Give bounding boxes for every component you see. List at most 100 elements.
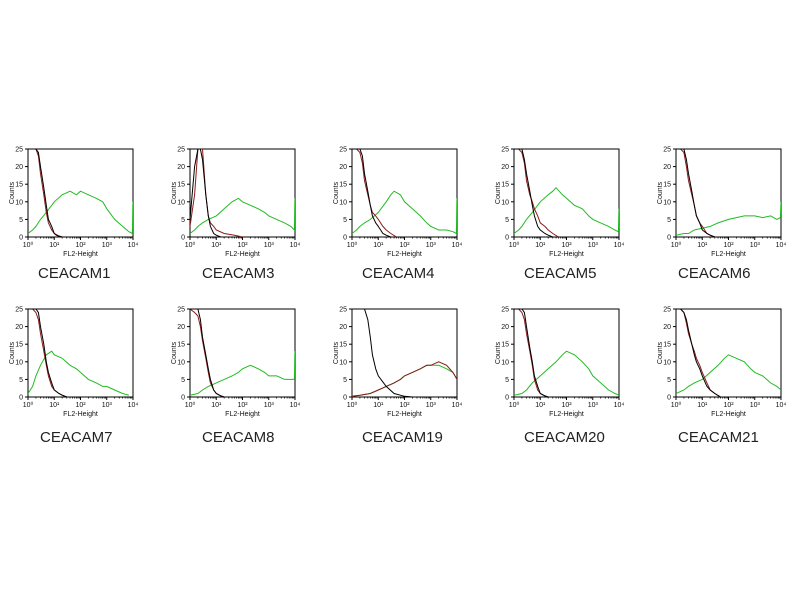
histogram-panel: 0 5 10 15 20 25 10⁰ 10¹ 10² 10³ 10⁴ Counts FL2-Heigh… bbox=[656, 145, 800, 295]
histogram-series-isotype bbox=[676, 149, 715, 237]
x-tick-label: 10⁰ bbox=[671, 241, 682, 249]
y-tick-label: 0 bbox=[505, 235, 509, 242]
x-tick-label: 10⁴ bbox=[290, 402, 301, 409]
y-tick-label: 20 bbox=[177, 324, 185, 331]
histogram-series-control bbox=[28, 149, 63, 237]
histogram-chart: 0 5 10 15 20 25 10⁰ 10¹ 10² 10³ 10⁴ Counts FL2-Heigh… bbox=[495, 307, 624, 419]
y-tick-label: 0 bbox=[505, 395, 509, 402]
y-tick-label: 10 bbox=[177, 199, 185, 206]
x-tick-label: 10⁴ bbox=[290, 242, 301, 249]
x-tick-label: 10² bbox=[75, 402, 86, 409]
histogram-series-antibody bbox=[514, 350, 619, 396]
x-tick-label: 10³ bbox=[750, 402, 761, 409]
x-tick-label: 10⁴ bbox=[128, 242, 139, 249]
panel-title: CEACAM8 bbox=[202, 429, 275, 446]
y-tick-label: 10 bbox=[501, 199, 509, 206]
histogram-panel: 0 5 10 15 20 25 10⁰ 10¹ 10² 10³ 10⁴ Counts FL2-Heigh… bbox=[332, 145, 484, 295]
y-tick-label: 5 bbox=[181, 217, 185, 224]
x-tick-label: 10² bbox=[237, 242, 248, 249]
histogram-chart: 0 5 10 15 20 25 10⁰ 10¹ 10² 10³ 10⁴ Counts FL2-Heigh… bbox=[657, 147, 786, 259]
y-tick-label: 15 bbox=[663, 342, 671, 349]
y-tick-label: 0 bbox=[667, 395, 671, 402]
panel-title: CEACAM4 bbox=[362, 265, 435, 282]
y-tick-label: 25 bbox=[501, 147, 509, 154]
y-tick-label: 20 bbox=[15, 324, 23, 331]
y-tick-label: 20 bbox=[501, 324, 509, 331]
y-tick-label: 25 bbox=[177, 307, 185, 314]
x-tick-label: 10¹ bbox=[535, 242, 546, 249]
y-tick-label: 0 bbox=[343, 395, 347, 402]
y-axis-label: Counts bbox=[9, 341, 16, 364]
y-tick-label: 10 bbox=[15, 359, 23, 366]
histogram-series-isotype bbox=[28, 149, 63, 237]
y-tick-label: 10 bbox=[339, 359, 347, 366]
histogram-series-control bbox=[676, 149, 715, 237]
histogram-chart: 0 5 10 15 20 25 10⁰ 10¹ 10² 10³ 10⁴ Counts FL2-Heigh… bbox=[171, 307, 301, 419]
x-tick-label: 10⁴ bbox=[128, 402, 139, 409]
y-tick-label: 20 bbox=[663, 324, 671, 331]
y-tick-label: 15 bbox=[339, 342, 347, 349]
x-tick-label: 10² bbox=[723, 242, 734, 249]
y-tick-label: 20 bbox=[15, 164, 23, 171]
x-axis-label: FL2-Height bbox=[549, 411, 584, 418]
histogram-series-antibody bbox=[352, 364, 457, 397]
histogram-series-control bbox=[190, 309, 225, 397]
histogram-panel: 0 5 10 15 20 25 10⁰ 10¹ 10² 10³ 10⁴ Counts FL2-Heigh… bbox=[494, 145, 646, 295]
x-tick-label: 10⁴ bbox=[776, 402, 787, 409]
x-tick-label: 10¹ bbox=[49, 402, 60, 409]
x-tick-label: 10³ bbox=[588, 402, 599, 409]
panel-title: CEACAM20 bbox=[524, 429, 605, 446]
x-axis-label: FL2-Height bbox=[711, 411, 746, 418]
histogram-series-antibody bbox=[352, 190, 457, 235]
y-tick-label: 5 bbox=[505, 377, 509, 384]
panel-title: CEACAM7 bbox=[40, 429, 113, 446]
x-tick-label: 10⁰ bbox=[347, 401, 358, 409]
histogram-series-control bbox=[28, 309, 67, 397]
y-tick-label: 25 bbox=[339, 307, 347, 314]
y-tick-label: 0 bbox=[19, 395, 23, 402]
x-tick-label: 10² bbox=[561, 242, 572, 249]
histogram-series-isotype bbox=[514, 149, 559, 237]
y-tick-label: 15 bbox=[501, 342, 509, 349]
histogram-series-antibody bbox=[28, 190, 133, 235]
x-tick-label: 10³ bbox=[588, 242, 599, 249]
x-tick-label: 10¹ bbox=[697, 242, 708, 249]
histogram-series-control bbox=[190, 149, 222, 237]
x-tick-label: 10¹ bbox=[373, 242, 384, 249]
y-axis-label: Counts bbox=[9, 181, 16, 204]
y-tick-label: 10 bbox=[663, 359, 671, 366]
x-tick-label: 10¹ bbox=[373, 402, 384, 409]
x-tick-label: 10¹ bbox=[211, 402, 222, 409]
histogram-series-control bbox=[352, 309, 413, 397]
histogram-chart: 0 5 10 15 20 25 10⁰ 10¹ 10² 10³ 10⁴ Counts FL2-Heigh… bbox=[171, 147, 301, 259]
x-tick-label: 10³ bbox=[102, 242, 113, 249]
x-tick-label: 10³ bbox=[102, 402, 113, 409]
y-tick-label: 15 bbox=[15, 182, 23, 189]
x-tick-label: 10⁰ bbox=[509, 401, 520, 409]
y-tick-label: 15 bbox=[663, 182, 671, 189]
y-tick-label: 10 bbox=[15, 199, 23, 206]
y-tick-label: 5 bbox=[667, 217, 671, 224]
x-tick-label: 10² bbox=[723, 402, 734, 409]
y-tick-label: 25 bbox=[339, 147, 347, 154]
y-tick-label: 25 bbox=[501, 307, 509, 314]
x-tick-label: 10⁴ bbox=[452, 402, 463, 409]
histogram-panel: 0 5 10 15 20 25 10⁰ 10¹ 10² 10³ 10⁴ Counts FL2-Heigh… bbox=[656, 305, 800, 455]
x-tick-label: 10¹ bbox=[697, 402, 708, 409]
histogram-chart: 0 5 10 15 20 25 10⁰ 10¹ 10² 10³ 10⁴ Counts FL2-Heigh… bbox=[333, 307, 463, 419]
x-tick-label: 10⁰ bbox=[185, 401, 196, 409]
x-tick-label: 10⁰ bbox=[23, 241, 34, 249]
y-tick-label: 20 bbox=[501, 164, 509, 171]
y-tick-label: 20 bbox=[339, 164, 347, 171]
histogram-panel: 0 5 10 15 20 25 10⁰ 10¹ 10² 10³ 10⁴ Counts FL2-Heigh… bbox=[332, 305, 484, 455]
y-tick-label: 10 bbox=[177, 359, 185, 366]
y-tick-label: 15 bbox=[15, 342, 23, 349]
histogram-series-isotype bbox=[352, 361, 457, 397]
x-axis-label: FL2-Height bbox=[225, 411, 260, 418]
y-tick-label: 15 bbox=[177, 342, 185, 349]
histogram-chart: 0 5 10 15 20 25 10⁰ 10¹ 10² 10³ 10⁴ Counts FL2-Heigh… bbox=[657, 307, 787, 419]
x-tick-label: 10³ bbox=[426, 242, 437, 249]
y-tick-label: 15 bbox=[339, 182, 347, 189]
y-axis-label: Counts bbox=[171, 181, 178, 204]
x-tick-label: 10³ bbox=[264, 242, 275, 249]
